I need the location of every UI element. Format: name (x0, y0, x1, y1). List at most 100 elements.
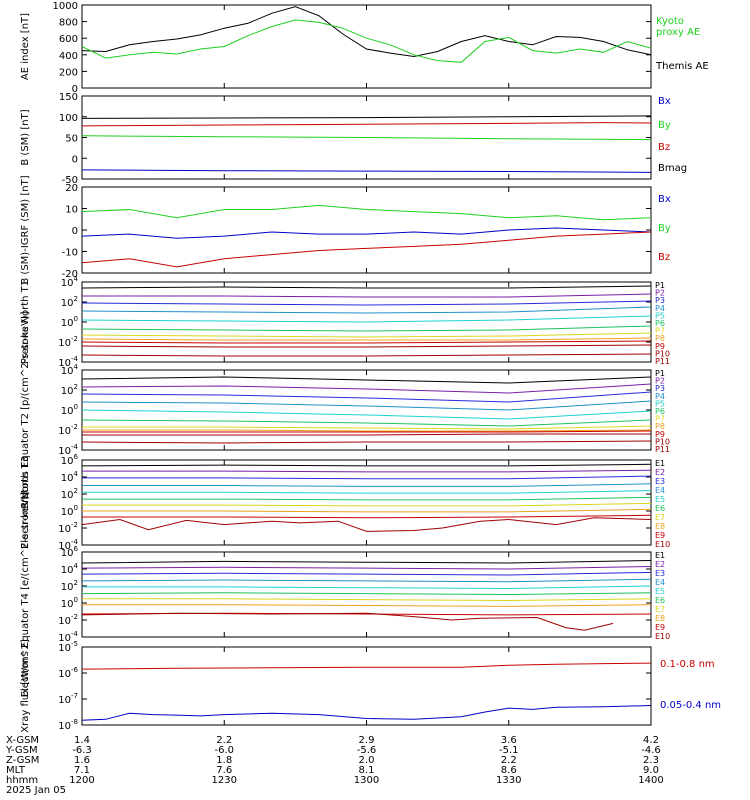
ephemeris-value: 3.6 (501, 735, 517, 746)
legend-p8: P8 (655, 422, 665, 431)
legend-p7: P7 (655, 415, 665, 424)
legend-e8: E8 (655, 614, 665, 623)
y-tick-label: 100 (61, 315, 78, 329)
y-tick-label: 104 (61, 363, 79, 377)
y-tick-label: 0 (72, 154, 78, 165)
ephemeris-value: -5.1 (499, 745, 519, 756)
y-tick-label: 10-2 (58, 335, 78, 349)
ephemeris-value: 8.6 (501, 765, 517, 776)
y-tick-label: 10-2 (58, 613, 78, 627)
y-tick-label: 0 (72, 226, 78, 237)
legend-p8: P8 (655, 334, 665, 343)
series-E5 (82, 585, 652, 590)
legend-e7: E7 (655, 605, 665, 614)
series-P11 (81, 353, 652, 357)
series-bmag (81, 115, 652, 119)
ephemeris-value: -5.6 (357, 745, 377, 756)
legend-e5: E5 (655, 587, 665, 596)
ephemeris-value: -4.6 (641, 745, 661, 756)
series-P5 (81, 315, 652, 323)
ephemeris-value: 1300 (354, 775, 379, 786)
y-axis-label: Protons Equator T2 [p/(cm^2-s-sr-keV)] (20, 311, 31, 508)
legend-p10: P10 (655, 349, 670, 358)
series-bz (81, 231, 652, 268)
ephemeris-value: 1200 (69, 775, 94, 786)
plot-frame (81, 369, 652, 451)
ephemeris-row-label: 2025 Jan 05 (6, 785, 66, 796)
y-tick-label: 800 (59, 18, 78, 29)
legend-e9: E9 (655, 531, 665, 540)
y-tick-label: 106 (61, 545, 79, 559)
legend-e3: E3 (655, 569, 665, 578)
y-tick-label: 100 (59, 113, 78, 124)
legend-p4: P4 (655, 304, 665, 313)
y-tick-label: 102 (61, 487, 78, 501)
y-tick-label: -50 (62, 175, 78, 186)
series-E2 (81, 566, 652, 570)
y-tick-label: 10-2 (58, 521, 78, 535)
legend-e1: E1 (655, 551, 665, 560)
legend-e8: E8 (655, 522, 665, 531)
legend-e1: E1 (655, 459, 665, 468)
series-by (81, 135, 652, 141)
legend-by: By (658, 120, 671, 131)
y-tick-label: -20 (62, 269, 78, 280)
y-tick-label: 102 (61, 295, 78, 309)
series-E7 (82, 502, 652, 507)
ephemeris-value: 4.2 (643, 735, 659, 746)
legend-p4: P4 (655, 392, 665, 401)
y-tick-label: 100 (61, 596, 78, 610)
ephemeris-value: 1.8 (216, 755, 232, 766)
y-tick-label: 10 (65, 205, 78, 216)
y-tick-label: 10-8 (58, 718, 78, 732)
series-P6 (81, 419, 652, 427)
series-themis (81, 6, 652, 58)
ephemeris-value: 1230 (212, 775, 237, 786)
plot-frame (81, 459, 652, 546)
y-tick-label: 50 (65, 134, 78, 145)
legend-e4: E4 (655, 486, 665, 495)
legend-e10: E10 (655, 632, 670, 641)
ephemeris-value: -6.3 (72, 745, 92, 756)
series-P3 (81, 300, 652, 306)
series-E3 (81, 571, 652, 576)
legend-e6: E6 (655, 504, 665, 513)
ephemeris-row-label: X-GSM (6, 735, 39, 746)
series-long (81, 662, 652, 670)
legend-bz: Bz (658, 252, 670, 263)
panel-2: 150 100 50 0 -50 B (SM) [nT] Bx By Bz Bmag (20, 92, 687, 186)
series-P7 (81, 332, 652, 338)
series-P9 (82, 430, 652, 433)
series-P10 (81, 344, 652, 348)
panel-1: 1000 800 600 400 200 0 AE index [nT] Kyotoproxy… (20, 1, 709, 95)
legend-e2: E2 (655, 560, 665, 569)
series-P3 (81, 391, 652, 403)
series-P7 (82, 425, 652, 430)
series-E3 (82, 475, 652, 480)
series-E9 (82, 514, 652, 519)
y-axis-label: B (SM) [nT] (20, 109, 31, 165)
y-tick-label: 100 (61, 403, 78, 417)
y-tick-label: 104 (61, 275, 79, 289)
series-P10 (82, 433, 651, 436)
y-axis-label: Xray flux [W/m^2] (20, 639, 31, 733)
ephemeris-value: 2.3 (643, 755, 659, 766)
series-P2 (81, 383, 652, 394)
plot-frame (81, 551, 652, 638)
legend-p6: P6 (655, 407, 665, 416)
legend-0-05-0-4-nm: 0.05-0.4 nm (660, 700, 721, 711)
legend-proxy-ae: proxy AE (656, 27, 700, 38)
ephemeris-value: 1330 (496, 775, 521, 786)
legend-p5: P5 (655, 399, 665, 408)
y-tick-label: 10-4 (58, 630, 78, 644)
y-tick-label: 102 (61, 579, 78, 593)
series-P4 (81, 306, 652, 314)
legend-bz: Bz (658, 142, 670, 153)
y-tick-label: 10-6 (58, 666, 78, 680)
series-E4 (82, 483, 652, 487)
ephemeris-row-label: Y-GSM (5, 745, 38, 756)
ephemeris-row-label: hhmm (6, 775, 38, 786)
y-tick-label: -10 (62, 248, 78, 259)
plot-frame (81, 186, 652, 274)
